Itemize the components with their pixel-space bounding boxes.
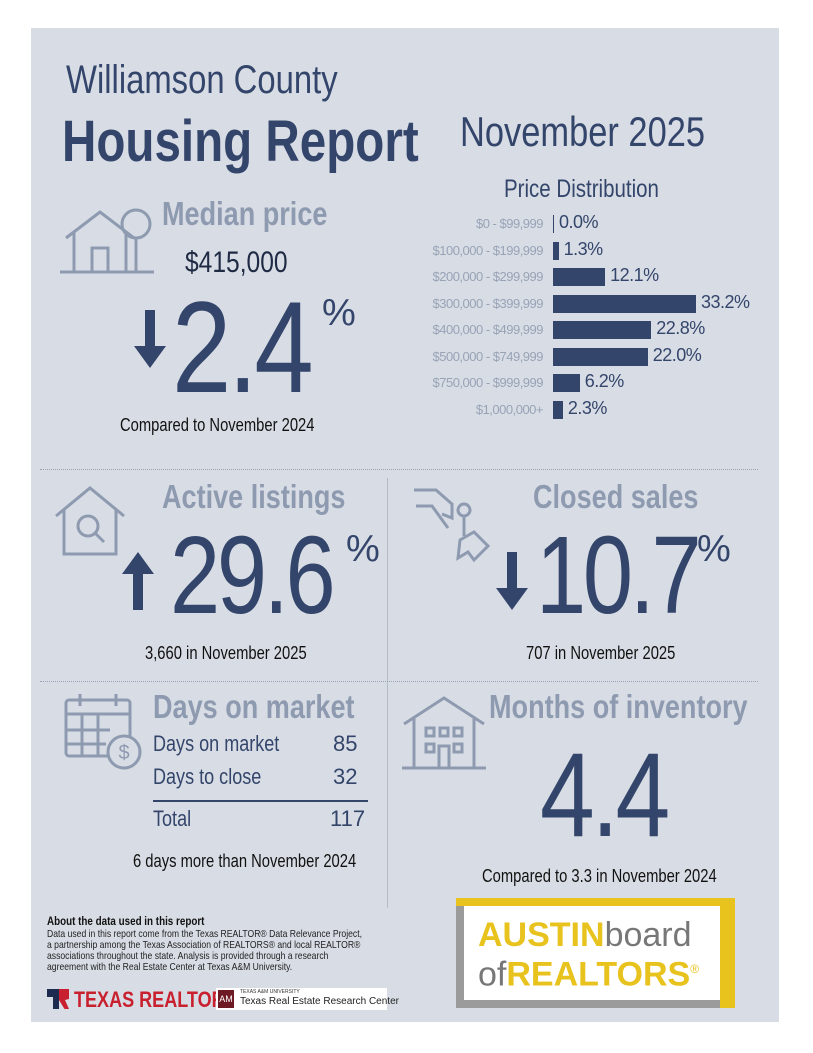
bar: [553, 241, 559, 260]
tamu-small: TEXAS A&M UNIVERSITY: [240, 989, 300, 995]
days-on-market-heading: Days on market: [153, 688, 355, 725]
months-inventory-note: Compared to 3.3 in November 2024: [482, 866, 717, 886]
bar-category-label: $750,000 - $999,999: [432, 375, 544, 390]
bar-value-label: 22.0%: [652, 344, 702, 365]
house-search-icon: [55, 486, 125, 556]
bar-category-label: $0 - $99,999: [475, 216, 544, 231]
abor-board: board: [604, 916, 692, 954]
bar-value-label: 2.3%: [567, 397, 608, 418]
abor-austin: AUSTIN: [478, 916, 605, 954]
bar-value-label: 6.2%: [584, 371, 625, 391]
divider: [40, 469, 758, 470]
median-price-label: Median price: [162, 195, 328, 232]
bar-value-label: 1.3%: [563, 238, 604, 259]
bar-category-label: $300,000 - $399,999: [432, 295, 544, 311]
dom-row-label: Days on market: [153, 731, 280, 756]
about-title: About the data used in this report: [47, 914, 205, 928]
bar-category-label: $200,000 - $299,999: [432, 269, 544, 284]
bar-category-label: $1,000,000+: [475, 401, 544, 417]
divider: [40, 681, 758, 682]
bar-category-label: $500,000 - $749,999: [432, 348, 544, 364]
tamu-center: Texas Real Estate Research Center: [240, 996, 399, 1007]
tamu-logo: AM TEXAS A&M UNIVERSITY Texas Real Estat…: [216, 988, 399, 1010]
county-name: Williamson County: [66, 58, 338, 102]
texas-realtors-logo-mark: [47, 989, 71, 1009]
calendar-dollar-icon: $: [64, 694, 142, 770]
active-listings-change: 29.6: [170, 514, 336, 637]
report-period: November 2025: [460, 108, 706, 155]
bar: [553, 400, 563, 419]
dom-row-value: 85: [333, 731, 358, 756]
hand-keys-icon: [414, 488, 491, 563]
apartment-building-icon: [402, 696, 486, 770]
arrow-down-icon: [134, 310, 166, 368]
bar-category-label: $100,000 - $199,999: [432, 242, 544, 258]
bar-value-label: 12.1%: [610, 265, 659, 285]
median-compare-note: Compared to November 2024: [120, 415, 315, 435]
bar: [553, 215, 554, 233]
total-rule: [153, 800, 368, 802]
active-listings-note: 3,660 in November 2025: [145, 643, 307, 663]
abor-of: of: [478, 955, 507, 994]
percent-sign: %: [697, 528, 731, 570]
divider-vertical: [387, 478, 388, 908]
bar-value-label: 33.2%: [701, 291, 750, 312]
arrow-down-icon: [496, 552, 528, 610]
months-inventory-value: 4.4: [540, 728, 670, 862]
page-title: Housing Report: [62, 109, 419, 174]
closed-sales-label: Closed sales: [533, 478, 699, 515]
svg-text:$: $: [118, 742, 129, 764]
abor-realtors: REALTORS: [506, 955, 691, 994]
dom-row-label: Days to close: [153, 764, 262, 789]
bar: [553, 268, 606, 286]
bar-value-label: 0.0%: [559, 212, 599, 232]
bar: [553, 321, 652, 339]
abor-logo: AUSTINboard ofREALTORS®: [456, 898, 735, 1008]
dom-row-value: 32: [333, 764, 358, 789]
about-text: Data used in this report come from the T…: [47, 928, 363, 973]
bar-value-label: 22.8%: [656, 318, 705, 338]
report-card: [31, 28, 779, 1022]
bar: [553, 347, 648, 366]
abor-reg: ®: [690, 962, 700, 976]
percent-sign: %: [346, 528, 380, 570]
bar-category-label: $400,000 - $499,999: [432, 322, 544, 337]
bar: [553, 294, 696, 313]
house-tree-icon: [60, 208, 154, 274]
dom-total-label: Total: [153, 806, 192, 831]
median-price-change: 2.4: [172, 274, 314, 420]
median-price-value: $415,000: [185, 246, 288, 279]
months-inventory-label: Months of inventory: [489, 688, 748, 725]
active-listings-label: Active listings: [162, 478, 346, 515]
texas-realtors-logo: TEXAS REALTORS: [74, 987, 237, 1012]
arrow-up-icon: [122, 552, 154, 610]
tamu-mark: AM: [218, 990, 234, 1008]
dom-total-value: 117: [330, 806, 366, 831]
chart-title: Price Distribution: [504, 175, 659, 203]
closed-sales-note: 707 in November 2025: [526, 643, 676, 663]
closed-sales-change: 10.7: [536, 514, 702, 637]
dom-note: 6 days more than November 2024: [133, 851, 357, 871]
percent-sign: %: [322, 292, 356, 334]
bar: [553, 374, 580, 392]
